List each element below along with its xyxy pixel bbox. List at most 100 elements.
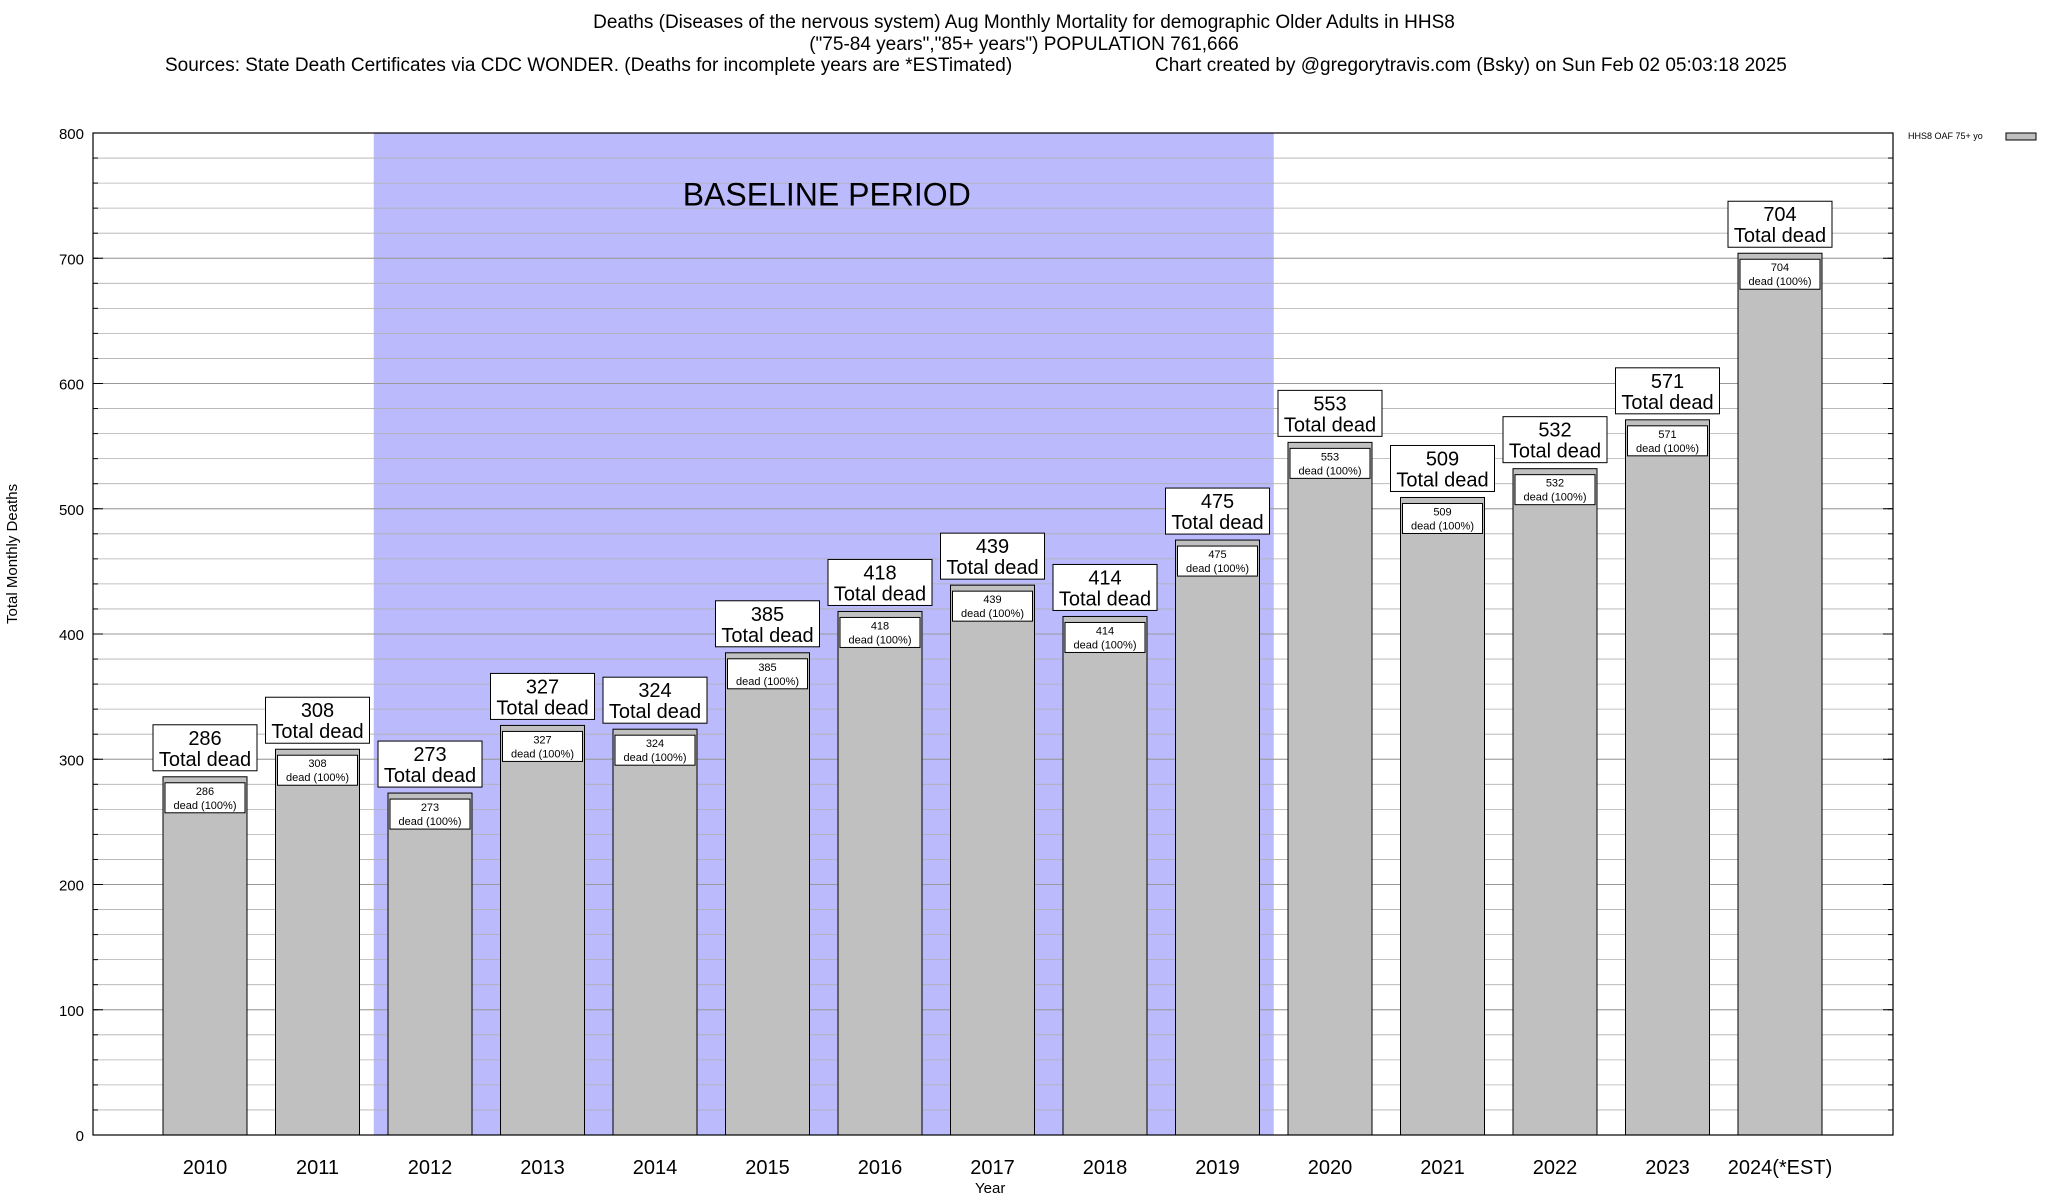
bar (162, 776, 248, 1136)
y-tick-label: 800 (59, 126, 84, 143)
bar-top-label: Total dead (159, 749, 251, 771)
bar-top-label: Total dead (1284, 414, 1376, 436)
bar-inner-label: dead (100%) (849, 634, 912, 646)
bar-inner-value: 532 (1546, 478, 1564, 490)
bar (1625, 419, 1710, 1136)
bar-top-label-box (377, 740, 483, 788)
y-tick-label: 400 (59, 627, 84, 644)
bar (837, 610, 923, 1136)
y-tick-label: 500 (59, 502, 84, 519)
bar-inner-label-box (952, 590, 1033, 622)
bar-top-value: 418 (863, 562, 896, 584)
bar-top-label-box (490, 672, 595, 720)
bar-inner-label-box (1177, 545, 1258, 577)
bar-inner-label: dead (100%) (961, 608, 1024, 620)
bar-inner-label: dead (100%) (1524, 492, 1587, 504)
bar-top-label: Total dead (946, 557, 1038, 579)
bar-inner-value: 327 (533, 734, 551, 746)
x-tick-label: 2019 (1195, 1157, 1240, 1179)
x-tick-label: 2013 (520, 1157, 565, 1179)
bar-top-value: 475 (1201, 491, 1234, 513)
bar-top-label: Total dead (1734, 225, 1826, 247)
bar-inner-label: dead (100%) (1074, 639, 1137, 651)
bar-inner-label-box (277, 754, 358, 786)
bar-top-label-box (1165, 487, 1270, 535)
chart-source-note: Sources: State Death Certificates via CD… (165, 55, 1013, 76)
y-tick-label: 600 (59, 377, 84, 394)
bar-inner-value: 704 (1771, 262, 1789, 274)
bar-inner-label-box (1739, 258, 1821, 290)
bar-top-value: 308 (301, 700, 334, 722)
bar-inner-value: 439 (983, 594, 1001, 606)
bar-inner-label: dead (100%) (1636, 443, 1699, 455)
bar-top-label: Total dead (1396, 469, 1488, 491)
bar-inner-value: 385 (758, 662, 776, 674)
x-tick-label: 2010 (183, 1157, 228, 1179)
x-tick-label: 2011 (296, 1157, 339, 1179)
y-tick-label: 200 (59, 878, 84, 895)
bar-inner-label-box (502, 730, 583, 762)
bar-inner-label-box (1402, 502, 1483, 534)
bar-inner-value: 553 (1321, 451, 1339, 463)
bar-top-label: Total dead (1171, 512, 1263, 534)
bar-top-label: Total dead (1509, 441, 1601, 463)
bar-inner-label-box (164, 782, 246, 814)
bar-inner-label: dead (100%) (1411, 520, 1474, 532)
x-tick-label: 2023 (1645, 1157, 1690, 1179)
bar-top-value: 439 (976, 536, 1009, 558)
bar-top-label: Total dead (271, 721, 363, 743)
x-tick-label: 2022 (1533, 1157, 1578, 1179)
x-tick-label: 2018 (1083, 1157, 1128, 1179)
bar-top-label: Total dead (609, 701, 701, 723)
chart-subtitle: ("75-84 years","85+ years") POPULATION 7… (809, 34, 1239, 55)
bar-inner-label: dead (100%) (174, 800, 237, 812)
y-tick-label: 300 (59, 752, 84, 769)
bar-top-value: 327 (526, 676, 559, 698)
bar-top-value: 324 (638, 680, 671, 702)
bar-top-label-box (152, 724, 258, 772)
bar-top-label: Total dead (721, 625, 813, 647)
bar (1062, 615, 1148, 1136)
bar-inner-label: dead (100%) (399, 816, 462, 828)
bar-top-label: Total dead (496, 697, 588, 719)
bar-top-value: 532 (1538, 420, 1571, 442)
plot-frame (92, 132, 1894, 1136)
bar-top-label-box (1390, 444, 1495, 492)
bar-inner-label: dead (100%) (624, 752, 687, 764)
legend-label: HHS8 OAF 75+ yo (1908, 131, 1983, 141)
bar-inner-value: 414 (1096, 625, 1114, 637)
bar-inner-label-box (839, 616, 921, 648)
bar-top-label: Total dead (1621, 392, 1713, 414)
bar (1737, 252, 1823, 1136)
bar-inner-label: dead (100%) (1749, 276, 1812, 288)
bar-inner-label-box (1064, 621, 1146, 653)
baseline-period-label: BASELINE PERIOD (683, 177, 971, 213)
y-tick-label: 700 (59, 251, 84, 268)
bar (387, 792, 473, 1136)
bar (725, 652, 810, 1136)
bar-inner-label-box (1289, 447, 1371, 479)
bar-top-label-box (1727, 200, 1833, 248)
bar-inner-label-box (614, 734, 696, 766)
bar-inner-label: dead (100%) (1299, 465, 1362, 477)
x-axis-label: Year (975, 1180, 1006, 1197)
bar-inner-value: 475 (1208, 549, 1226, 561)
chart-credit-note: Chart created by @gregorytravis.com (Bsk… (1155, 55, 1787, 76)
bar-top-value: 414 (1088, 567, 1121, 589)
x-tick-label: 2014 (633, 1157, 678, 1179)
bar-inner-value: 308 (308, 758, 326, 770)
bar-top-value: 286 (188, 728, 221, 750)
bar (612, 728, 698, 1136)
bar (1512, 468, 1598, 1136)
bar-inner-label-box (727, 658, 808, 690)
x-tick-label: 2012 (408, 1157, 453, 1179)
bar-top-label-box (602, 676, 708, 724)
bar-top-label-box (1502, 416, 1608, 464)
y-tick-label: 0 (76, 1128, 84, 1145)
bar-inner-label-box (1514, 474, 1596, 506)
bar-top-label-box (1615, 367, 1720, 415)
y-axis-label: Total Monthly Deaths (4, 483, 21, 624)
bar-inner-label: dead (100%) (1186, 563, 1249, 575)
bar (1287, 441, 1373, 1136)
